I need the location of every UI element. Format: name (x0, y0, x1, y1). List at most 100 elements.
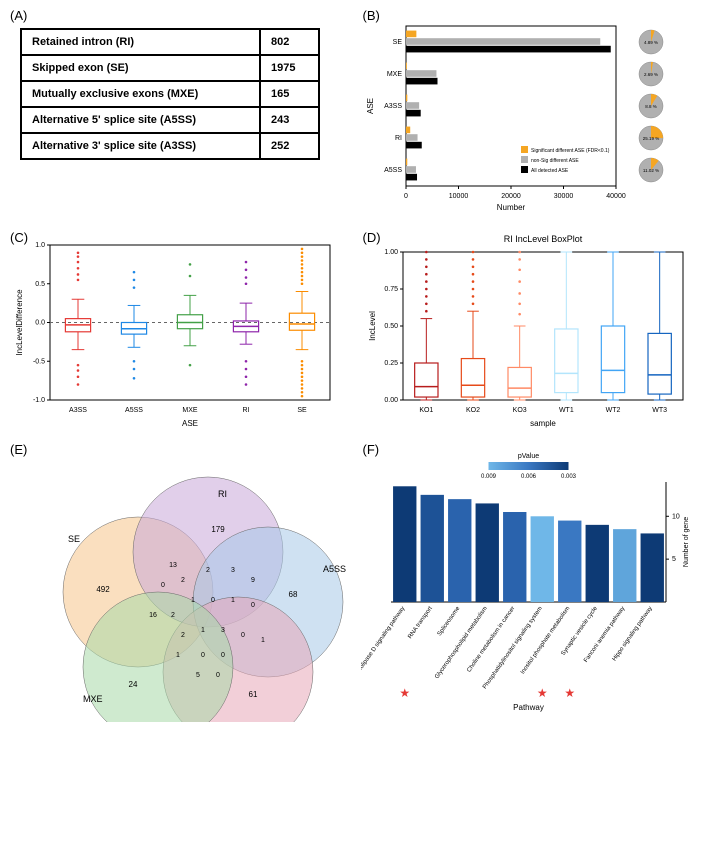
table-cell: Alternative 5' splice site (A5SS) (21, 107, 260, 133)
svg-text:5: 5 (196, 672, 200, 679)
table-cell: Mutually exclusive exons (MXE) (21, 81, 260, 107)
svg-text:40000: 40000 (606, 193, 626, 200)
svg-text:sample: sample (530, 419, 556, 428)
panel-f-chart: pValue0.0090.0060.003510Number of genePh… (361, 442, 701, 722)
svg-text:ASE: ASE (366, 98, 375, 114)
svg-text:A5SS: A5SS (323, 564, 346, 574)
svg-text:0.50: 0.50 (384, 323, 398, 330)
panel-a: (A) Retained intron (RI)802Skipped exon … (8, 8, 349, 218)
panel-c-chart: -1.0-0.50.00.51.0IncLevelDifferenceASEA3… (8, 230, 348, 430)
svg-text:★: ★ (399, 686, 410, 700)
svg-text:WT2: WT2 (605, 407, 620, 414)
svg-text:0: 0 (404, 193, 408, 200)
svg-text:Glycerophospholipid metabolism: Glycerophospholipid metabolism (434, 606, 489, 680)
svg-text:179: 179 (211, 525, 225, 534)
svg-text:A5SS: A5SS (384, 167, 402, 174)
table-cell: 802 (260, 29, 319, 55)
svg-text:non-Sig different ASE: non-Sig different ASE (531, 158, 579, 164)
svg-text:Choline metabolism in cancer: Choline metabolism in cancer (466, 606, 516, 674)
svg-text:11.02 %: 11.02 % (642, 168, 658, 173)
svg-text:2: 2 (171, 612, 175, 619)
svg-text:RI IncLevel BoxPlot: RI IncLevel BoxPlot (503, 234, 582, 244)
svg-text:5: 5 (672, 556, 676, 563)
svg-text:IncLevelDifference: IncLevelDifference (15, 289, 24, 356)
svg-text:16: 16 (149, 612, 157, 619)
table-cell: 165 (260, 81, 319, 107)
svg-text:-1.0: -1.0 (33, 397, 45, 404)
svg-text:30000: 30000 (553, 193, 573, 200)
svg-text:68: 68 (289, 590, 298, 599)
svg-text:0.003: 0.003 (560, 474, 576, 480)
panel-c: (C) -1.0-0.50.00.51.0IncLevelDifferenceA… (8, 230, 349, 430)
svg-text:24: 24 (129, 680, 138, 689)
svg-text:0: 0 (221, 652, 225, 659)
svg-text:9: 9 (251, 577, 255, 584)
svg-text:Significant different ASE (FDR: Significant different ASE (FDR<0.1) (531, 148, 610, 154)
svg-text:★: ★ (536, 686, 547, 700)
table-cell: Retained intron (RI) (21, 29, 260, 55)
svg-text:0.006: 0.006 (520, 474, 536, 480)
panel-f: (F) pValue0.0090.0060.003510Number of ge… (361, 442, 702, 722)
svg-text:SE: SE (392, 39, 402, 46)
svg-text:2.69 %: 2.69 % (643, 72, 657, 77)
svg-text:2: 2 (206, 567, 210, 574)
panel-a-label: (A) (10, 8, 27, 23)
table-cell: Skipped exon (SE) (21, 55, 260, 81)
svg-text:1: 1 (176, 652, 180, 659)
table-cell: 243 (260, 107, 319, 133)
svg-text:1.00: 1.00 (384, 249, 398, 256)
svg-text:25.19 %: 25.19 % (642, 136, 659, 141)
svg-text:0.75: 0.75 (384, 286, 398, 293)
svg-text:Number: Number (496, 203, 525, 212)
svg-text:1.0: 1.0 (35, 242, 45, 249)
svg-text:1: 1 (231, 597, 235, 604)
panel-d-label: (D) (363, 230, 381, 245)
svg-text:0.25: 0.25 (384, 360, 398, 367)
svg-text:MXE: MXE (83, 694, 103, 704)
svg-text:MXE: MXE (386, 71, 402, 78)
svg-text:Pathway: Pathway (513, 703, 544, 712)
svg-text:Inositol phosphate metabolism: Inositol phosphate metabolism (519, 606, 570, 676)
svg-text:0: 0 (161, 582, 165, 589)
svg-text:3: 3 (231, 567, 235, 574)
table-cell: 252 (260, 133, 319, 159)
svg-text:SE: SE (297, 407, 307, 414)
panel-e-venn: SE492RI179A5SS68A3SS61MXE241302239162101… (8, 442, 348, 722)
svg-text:492: 492 (96, 585, 110, 594)
svg-text:★: ★ (564, 686, 575, 700)
svg-text:All detected ASE: All detected ASE (531, 168, 569, 174)
svg-text:1: 1 (191, 597, 195, 604)
svg-text:SE: SE (68, 534, 80, 544)
svg-text:A3SS: A3SS (384, 103, 402, 110)
svg-text:WT3: WT3 (652, 407, 667, 414)
svg-text:RNA transport: RNA transport (407, 605, 434, 640)
svg-text:KO2: KO2 (465, 407, 479, 414)
svg-text:MXE: MXE (182, 407, 198, 414)
svg-text:0.0: 0.0 (35, 320, 45, 327)
svg-text:RI: RI (218, 489, 227, 499)
svg-text:1: 1 (201, 627, 205, 634)
svg-text:8.8 %: 8.8 % (645, 104, 657, 109)
svg-text:Phospholipase D signaling path: Phospholipase D signaling pathway (361, 606, 406, 687)
panel-c-label: (C) (10, 230, 28, 245)
table-a: Retained intron (RI)802Skipped exon (SE)… (20, 28, 320, 160)
svg-text:0: 0 (251, 602, 255, 609)
svg-text:20000: 20000 (501, 193, 521, 200)
svg-text:IncLevel: IncLevel (368, 311, 377, 341)
svg-text:A5SS: A5SS (125, 407, 143, 414)
svg-text:ASE: ASE (182, 419, 198, 428)
svg-text:10: 10 (672, 513, 680, 520)
svg-text:pValue: pValue (517, 453, 538, 460)
svg-text:3: 3 (221, 627, 225, 634)
svg-text:4.89 %: 4.89 % (643, 40, 657, 45)
svg-text:KO1: KO1 (419, 407, 433, 414)
svg-text:0: 0 (201, 652, 205, 659)
svg-text:Phosphatidylinositol signaling: Phosphatidylinositol signaling system (482, 606, 544, 691)
table-cell: Alternative 3' splice site (A3SS) (21, 133, 260, 159)
svg-text:WT1: WT1 (558, 407, 573, 414)
panel-b-chart: 010000200003000040000NumberASESEMXEA3SSR… (361, 8, 701, 218)
svg-text:0.009: 0.009 (480, 474, 496, 480)
svg-text:Spliceosome: Spliceosome (436, 605, 461, 637)
panel-e-label: (E) (10, 442, 27, 457)
panel-b-label: (B) (363, 8, 380, 23)
